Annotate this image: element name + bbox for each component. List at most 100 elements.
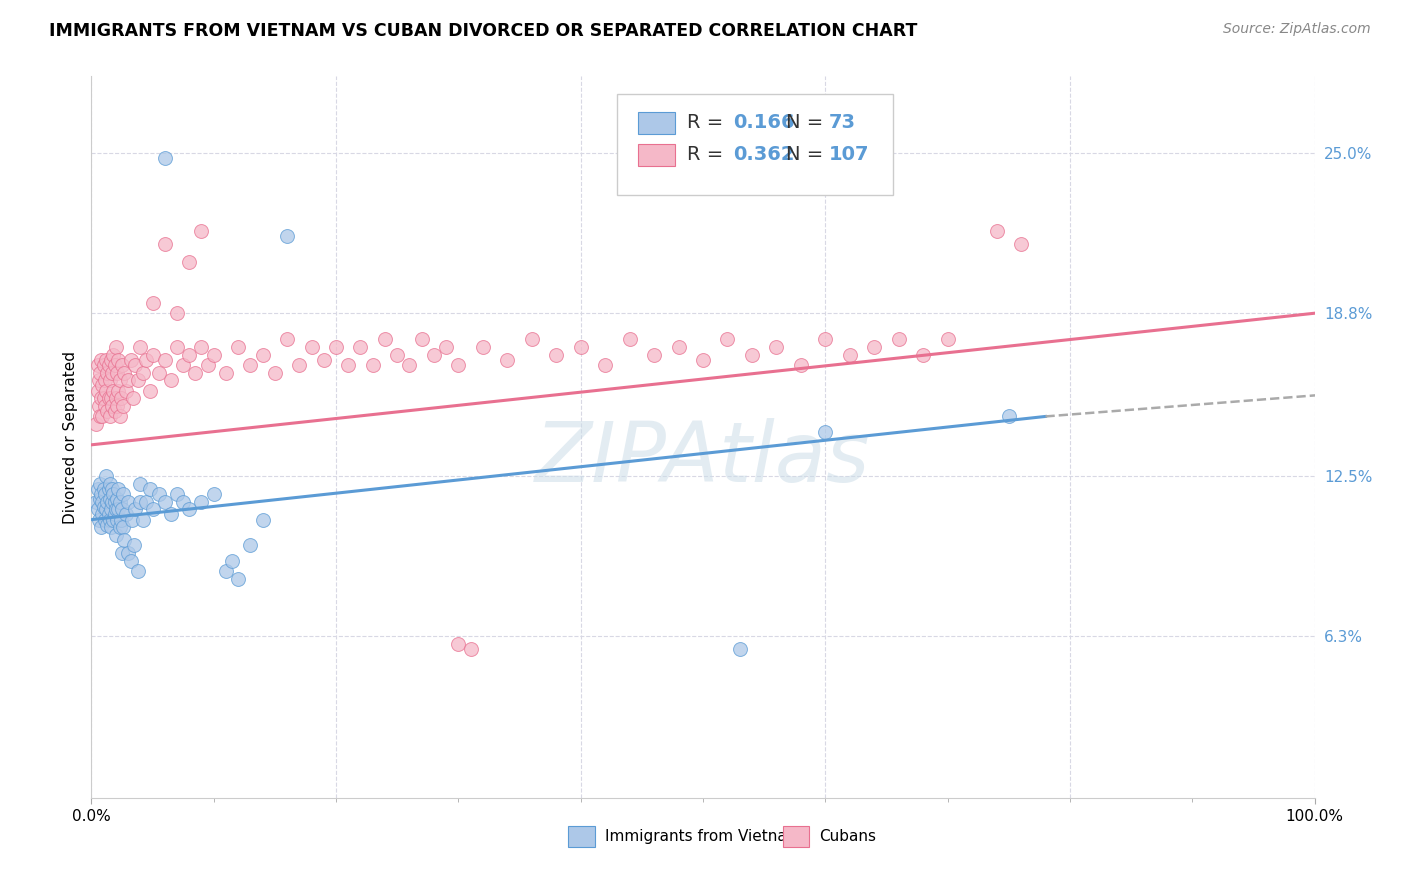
Point xyxy=(496,352,519,367)
Point xyxy=(398,358,420,372)
Point xyxy=(89,476,111,491)
Point xyxy=(460,641,482,656)
Point xyxy=(94,352,117,367)
Point xyxy=(741,347,763,361)
Point xyxy=(202,487,225,501)
Point xyxy=(1010,236,1032,251)
Point xyxy=(153,236,176,251)
Point xyxy=(252,513,274,527)
Bar xyxy=(638,112,675,134)
Point xyxy=(90,392,112,406)
Point xyxy=(97,482,120,496)
Point xyxy=(101,494,124,508)
Text: 0.166: 0.166 xyxy=(734,112,796,131)
Point xyxy=(141,347,163,361)
Point xyxy=(111,358,134,372)
Point xyxy=(239,358,262,372)
Point xyxy=(101,399,124,413)
Point xyxy=(98,491,121,506)
Point xyxy=(190,224,212,238)
Point xyxy=(148,487,170,501)
Point xyxy=(84,417,107,432)
Point xyxy=(108,373,131,387)
Point xyxy=(349,340,371,354)
Point xyxy=(94,373,117,387)
Point xyxy=(108,494,131,508)
Point xyxy=(221,554,243,568)
Point xyxy=(179,347,201,361)
Point xyxy=(546,347,568,361)
Point xyxy=(93,500,115,514)
Point xyxy=(166,340,188,354)
Point xyxy=(114,384,136,398)
Text: 73: 73 xyxy=(830,112,856,131)
Point xyxy=(107,482,129,496)
Point xyxy=(215,564,238,578)
Point xyxy=(108,520,131,534)
Point xyxy=(668,340,690,354)
Point xyxy=(643,347,665,361)
Point xyxy=(179,254,201,268)
Point xyxy=(728,641,751,656)
Point xyxy=(105,491,128,506)
Text: IMMIGRANTS FROM VIETNAM VS CUBAN DIVORCED OR SEPARATED CORRELATION CHART: IMMIGRANTS FROM VIETNAM VS CUBAN DIVORCE… xyxy=(49,22,918,40)
Point xyxy=(87,513,110,527)
Text: Immigrants from Vietnam: Immigrants from Vietnam xyxy=(605,830,801,844)
Point xyxy=(114,508,136,522)
Point xyxy=(90,487,112,501)
Point xyxy=(264,366,287,380)
Point xyxy=(122,392,145,406)
Point xyxy=(569,340,592,354)
Point xyxy=(104,358,127,372)
Point xyxy=(121,513,143,527)
Point xyxy=(129,340,152,354)
Point xyxy=(765,340,787,354)
Point xyxy=(108,409,131,424)
Point xyxy=(129,476,152,491)
Point xyxy=(101,482,124,496)
Point xyxy=(179,502,201,516)
Point xyxy=(226,572,249,586)
Point xyxy=(96,366,118,380)
Point xyxy=(215,366,238,380)
Text: Cubans: Cubans xyxy=(820,830,876,844)
Text: Source: ZipAtlas.com: Source: ZipAtlas.com xyxy=(1223,22,1371,37)
Text: R =: R = xyxy=(688,112,730,131)
Point xyxy=(96,404,118,418)
Point xyxy=(385,347,409,361)
Point xyxy=(447,636,470,650)
Point xyxy=(104,502,127,516)
Point xyxy=(166,306,188,320)
Point xyxy=(141,502,163,516)
Point xyxy=(91,508,114,522)
Point xyxy=(110,513,132,527)
Point xyxy=(98,513,121,527)
Point xyxy=(160,508,183,522)
Point xyxy=(887,332,910,346)
Point xyxy=(471,340,494,354)
Point xyxy=(98,373,121,387)
Point xyxy=(276,332,298,346)
Point xyxy=(93,482,115,496)
Point xyxy=(117,373,139,387)
Point xyxy=(111,546,134,560)
Point xyxy=(252,347,274,361)
Point xyxy=(312,352,335,367)
Point xyxy=(998,409,1021,424)
Point xyxy=(112,399,135,413)
Point xyxy=(104,392,127,406)
Point xyxy=(135,494,157,508)
Point xyxy=(166,487,188,501)
Point xyxy=(160,373,183,387)
Point xyxy=(124,502,146,516)
Point xyxy=(190,494,212,508)
Point xyxy=(100,352,122,367)
Point xyxy=(814,332,837,346)
Point xyxy=(112,366,135,380)
Point xyxy=(153,152,176,166)
Point xyxy=(122,538,145,552)
Point xyxy=(120,352,142,367)
Point xyxy=(104,508,127,522)
Point xyxy=(97,358,120,372)
Text: 107: 107 xyxy=(830,145,869,164)
